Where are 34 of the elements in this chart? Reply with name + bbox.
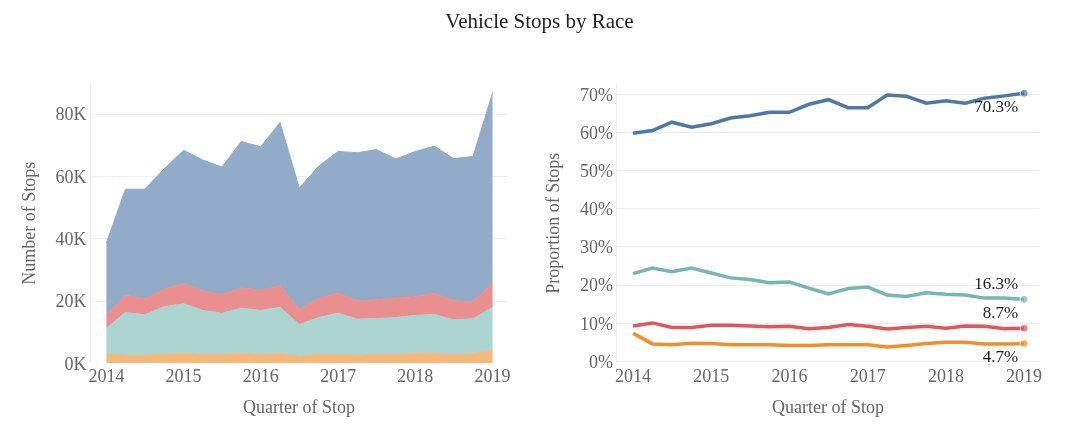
y-tick-label: 60%	[579, 122, 613, 143]
y-tick-label: 70%	[579, 84, 613, 105]
y-tick-label: 20K	[55, 291, 87, 312]
x-tick-label: 2017	[320, 366, 357, 387]
data-label: 4.7%	[982, 347, 1019, 367]
chart-title: Vehicle Stops by Race	[445, 9, 634, 34]
x-tick-label: 2018	[397, 366, 434, 387]
data-label: 70.3%	[974, 96, 1019, 116]
x-axis-title: Quarter of Stop	[242, 397, 355, 418]
y-tick-label: 20%	[579, 275, 613, 296]
y-tick-label: 40%	[579, 199, 613, 220]
y-tick-label: 0%	[588, 351, 613, 372]
x-tick-label: 2018	[927, 366, 964, 387]
data-label: 8.7%	[982, 303, 1019, 322]
x-tick-label: 2014	[88, 366, 125, 387]
x-tick-label: 2017	[849, 366, 886, 387]
y-tick-label: 10%	[579, 313, 613, 334]
x-tick-label: 2015	[165, 366, 202, 387]
x-axis-title: Quarter of Stop	[772, 397, 885, 418]
x-tick-label: 2016	[771, 366, 808, 387]
y-tick-label: 60K	[55, 166, 87, 187]
x-tick-label: 2015	[693, 366, 730, 387]
y-tick-label: 80K	[55, 104, 87, 125]
y-axis-title: Proportion of Stops	[543, 152, 564, 294]
y-tick-label: 40K	[55, 229, 87, 250]
y-tick-label: 30%	[579, 237, 613, 258]
y-axis-title: Number of Stops	[18, 161, 39, 285]
x-tick-label: 2014	[615, 366, 652, 387]
y-tick-label: 0K	[64, 353, 87, 374]
data-label: 16.3%	[974, 274, 1019, 293]
x-tick-label: 2019	[474, 366, 511, 387]
x-tick-label: 2019	[1006, 366, 1043, 387]
x-tick-label: 2016	[242, 366, 279, 387]
y-tick-label: 50%	[579, 160, 613, 181]
